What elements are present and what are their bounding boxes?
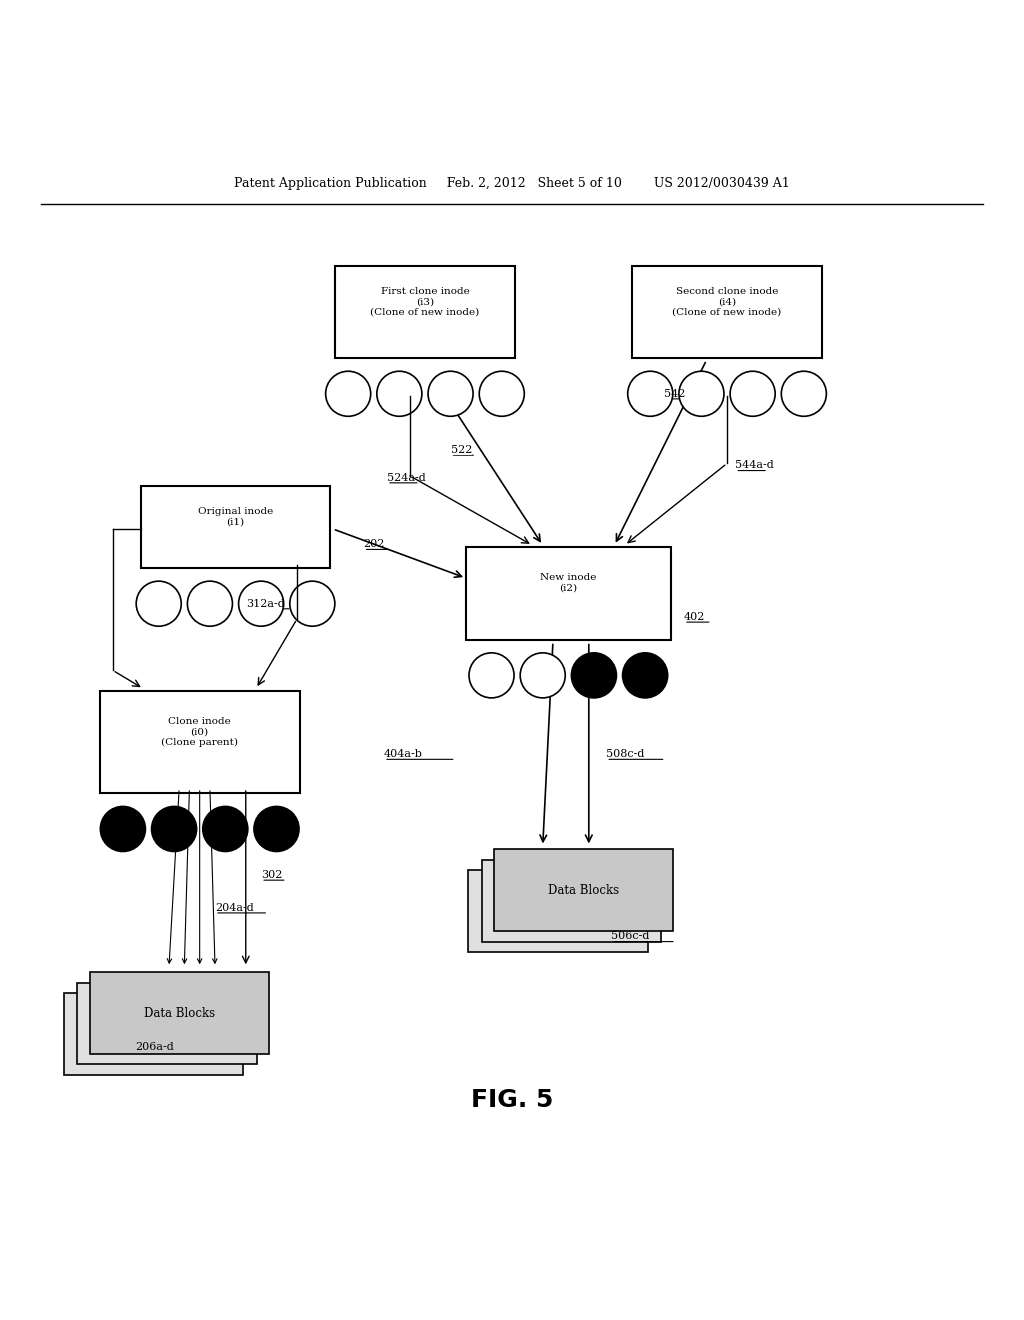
Text: Data Blocks: Data Blocks: [548, 884, 620, 896]
Circle shape: [781, 371, 826, 416]
Text: Second clone inode
(i4)
(Clone of new inode): Second clone inode (i4) (Clone of new in…: [673, 286, 781, 317]
Circle shape: [100, 807, 145, 851]
Text: 522: 522: [451, 445, 472, 455]
Circle shape: [730, 371, 775, 416]
Text: 402: 402: [684, 612, 706, 622]
Circle shape: [679, 371, 724, 416]
Text: 508c-d: 508c-d: [606, 750, 644, 759]
Text: 544a-d: 544a-d: [735, 461, 774, 470]
Circle shape: [290, 581, 335, 626]
Circle shape: [628, 371, 673, 416]
Text: 506c-d: 506c-d: [611, 932, 649, 941]
Text: Patent Application Publication     Feb. 2, 2012   Sheet 5 of 10        US 2012/0: Patent Application Publication Feb. 2, 2…: [234, 177, 790, 190]
Circle shape: [254, 807, 299, 851]
Circle shape: [428, 371, 473, 416]
FancyBboxPatch shape: [63, 993, 244, 1074]
Text: New inode
(i2): New inode (i2): [540, 573, 597, 593]
Circle shape: [623, 653, 668, 698]
Text: 202: 202: [364, 540, 385, 549]
FancyBboxPatch shape: [78, 982, 256, 1064]
Circle shape: [187, 581, 232, 626]
Circle shape: [239, 581, 284, 626]
FancyBboxPatch shape: [481, 859, 662, 941]
FancyBboxPatch shape: [90, 973, 268, 1055]
Text: 404a-b: 404a-b: [384, 750, 423, 759]
Text: 312a-d: 312a-d: [246, 599, 285, 609]
FancyBboxPatch shape: [466, 548, 671, 639]
Text: FIG. 5: FIG. 5: [471, 1088, 553, 1113]
Circle shape: [469, 653, 514, 698]
Circle shape: [377, 371, 422, 416]
Text: Original inode
(i1): Original inode (i1): [198, 507, 273, 527]
Text: 524a-d: 524a-d: [387, 473, 426, 483]
Circle shape: [136, 581, 181, 626]
Circle shape: [152, 807, 197, 851]
Circle shape: [571, 653, 616, 698]
Text: Clone inode
(i0)
(Clone parent): Clone inode (i0) (Clone parent): [161, 717, 239, 747]
FancyBboxPatch shape: [100, 690, 299, 793]
FancyBboxPatch shape: [494, 850, 674, 932]
FancyBboxPatch shape: [632, 265, 821, 358]
Circle shape: [326, 371, 371, 416]
Text: 206a-d: 206a-d: [135, 1041, 174, 1052]
Text: First clone inode
(i3)
(Clone of new inode): First clone inode (i3) (Clone of new ino…: [371, 286, 479, 317]
FancyBboxPatch shape: [141, 486, 330, 568]
Text: 204a-d: 204a-d: [215, 903, 254, 913]
Circle shape: [520, 653, 565, 698]
Text: 302: 302: [261, 870, 283, 880]
FancyBboxPatch shape: [336, 265, 514, 358]
FancyBboxPatch shape: [468, 870, 647, 952]
Text: 542: 542: [664, 389, 685, 399]
Circle shape: [203, 807, 248, 851]
Circle shape: [479, 371, 524, 416]
Text: Data Blocks: Data Blocks: [143, 1007, 215, 1020]
